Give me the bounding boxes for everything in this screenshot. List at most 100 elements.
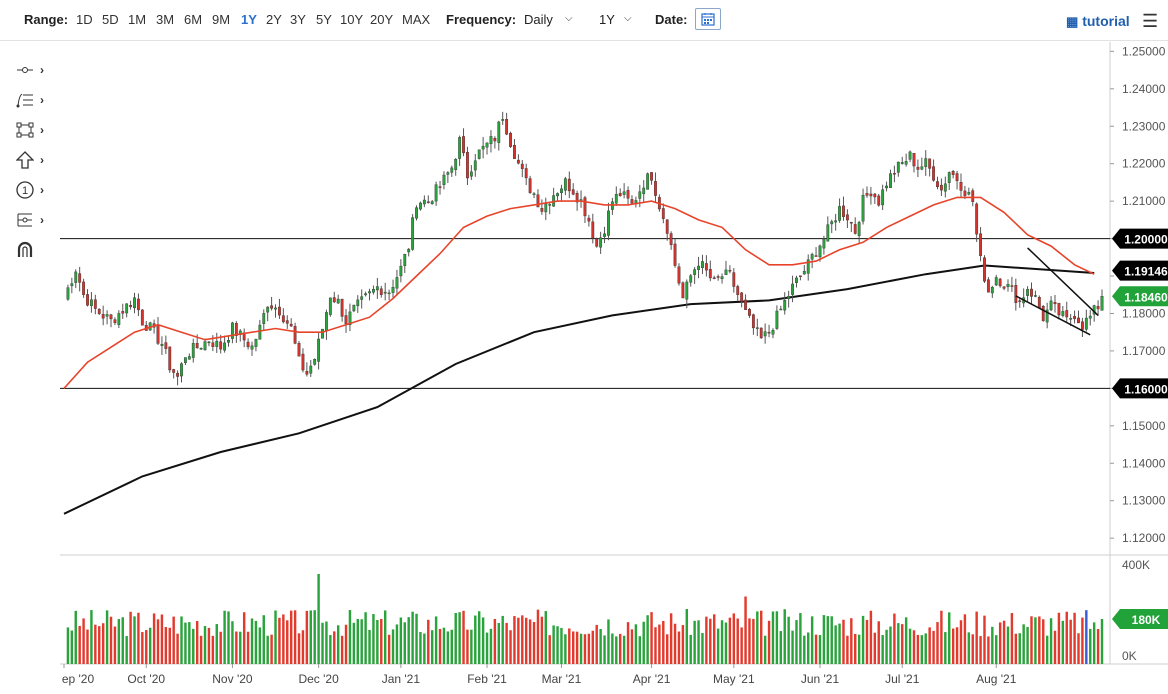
tutorial-link[interactable]: ▦ tutorial <box>1066 13 1130 30</box>
range-3m-button[interactable]: 3M <box>156 12 175 27</box>
range-1y-button[interactable]: 1Y <box>241 12 257 27</box>
volume-bar <box>282 614 285 664</box>
pitchfork-tool-button[interactable]: › <box>16 209 54 231</box>
candle-body <box>1006 284 1010 288</box>
date-picker-button[interactable] <box>695 8 721 30</box>
volume-bar <box>227 611 230 664</box>
volume-bar <box>336 625 340 664</box>
hamburger-menu-icon[interactable]: ☰ <box>1142 11 1159 31</box>
volume-bar <box>94 624 97 664</box>
volume-bar <box>936 622 939 664</box>
candle-body <box>1088 315 1092 319</box>
candle-body <box>485 142 489 148</box>
volume-bar <box>289 610 293 664</box>
volume-bar <box>568 628 571 664</box>
period-chevron-down-icon[interactable]: ⌵ <box>624 13 632 24</box>
volume-bar <box>192 628 195 664</box>
candle-body <box>834 220 838 223</box>
volume-bar <box>211 635 215 664</box>
counter-tool-button[interactable]: 1 › <box>16 179 54 201</box>
arrow-shape-tool-icon <box>16 151 34 169</box>
arrow-shape-tool-button[interactable]: › <box>16 149 54 171</box>
fib-levels-tool-button[interactable]: › <box>16 89 54 111</box>
volume-bar <box>246 631 250 664</box>
candle-body <box>599 237 603 248</box>
candle-body <box>716 276 720 278</box>
candle-body <box>144 325 148 331</box>
candle-body <box>328 297 332 315</box>
range-10y-button[interactable]: 10Y <box>340 12 364 27</box>
magnet-tool-button[interactable] <box>16 239 54 261</box>
range-3y-button[interactable]: 3Y <box>290 12 306 27</box>
crosshair-tool-button[interactable]: › <box>16 59 54 81</box>
y-tick-label: 1.12000 <box>1122 531 1166 545</box>
x-tick-label: Aug '21 <box>976 672 1017 686</box>
volume-bar <box>615 636 618 664</box>
y-tick-label: 1.18000 <box>1122 306 1166 320</box>
candle-body <box>728 270 732 272</box>
candle-body <box>426 201 430 203</box>
volume-bar <box>744 596 747 664</box>
candle-body <box>1018 300 1022 302</box>
candle-body <box>285 320 289 324</box>
candle-body <box>238 330 242 335</box>
range-9m-button[interactable]: 9M <box>212 12 231 27</box>
volume-last-label: 180K <box>1132 613 1161 627</box>
period-dropdown[interactable]: 1Y <box>599 12 615 27</box>
candle-body <box>332 297 336 303</box>
volume-bar <box>113 626 117 664</box>
range-5y-button[interactable]: 5Y <box>316 12 332 27</box>
volume-bar <box>544 611 548 664</box>
candle-body <box>493 137 497 142</box>
range-1m-button[interactable]: 1M <box>128 12 147 27</box>
y-tick-label: 1.16000 <box>1122 381 1166 395</box>
candle-body <box>548 204 552 206</box>
candle-body <box>810 254 814 260</box>
frequency-chevron-down-icon[interactable]: ⌵ <box>565 13 573 24</box>
range-20y-button[interactable]: 20Y <box>370 12 394 27</box>
volume-bar <box>215 624 218 664</box>
x-tick-label: Feb '21 <box>467 672 507 686</box>
volume-bar <box>971 634 974 664</box>
range-max-button[interactable]: MAX <box>402 12 431 27</box>
volume-bar <box>713 614 716 664</box>
volume-bar <box>344 624 348 664</box>
volume-bar <box>109 616 113 664</box>
volume-bar <box>1018 633 1021 664</box>
candles <box>66 111 1104 386</box>
volume-bar <box>199 635 203 664</box>
candle-body <box>740 292 744 302</box>
volume-bar <box>352 622 356 664</box>
volume-bar <box>207 627 211 664</box>
frequency-dropdown[interactable]: Daily <box>524 12 553 27</box>
candle-body <box>798 275 802 277</box>
volume-bar <box>164 626 168 664</box>
volume-bar <box>415 613 418 664</box>
candle-body <box>806 259 810 274</box>
volume-bar <box>450 629 453 664</box>
range-1d-button[interactable]: 1D <box>76 12 93 27</box>
candle-body <box>395 277 399 289</box>
range-2y-button[interactable]: 2Y <box>266 12 282 27</box>
candle-body <box>975 203 979 235</box>
volume-bar <box>967 632 971 664</box>
candle-body <box>536 194 540 208</box>
range-5d-button[interactable]: 5D <box>102 12 119 27</box>
volume-bar <box>78 625 81 664</box>
volume-bar <box>799 613 802 664</box>
volume-bar <box>901 624 904 664</box>
x-tick-label: ep '20 <box>62 672 95 686</box>
volume-bar <box>677 631 681 664</box>
volume-bar <box>834 625 837 664</box>
volume-bar <box>524 617 528 664</box>
candle-body <box>399 265 403 277</box>
candle-body <box>567 178 571 192</box>
candle-body <box>896 161 900 173</box>
volume-bar <box>419 632 422 664</box>
volume-bar <box>517 617 520 664</box>
volume-bar <box>716 628 720 664</box>
rectangle-tool-button[interactable]: › <box>16 119 54 141</box>
volume-bar <box>940 610 943 664</box>
range-6m-button[interactable]: 6M <box>184 12 203 27</box>
volume-bar <box>309 610 312 664</box>
